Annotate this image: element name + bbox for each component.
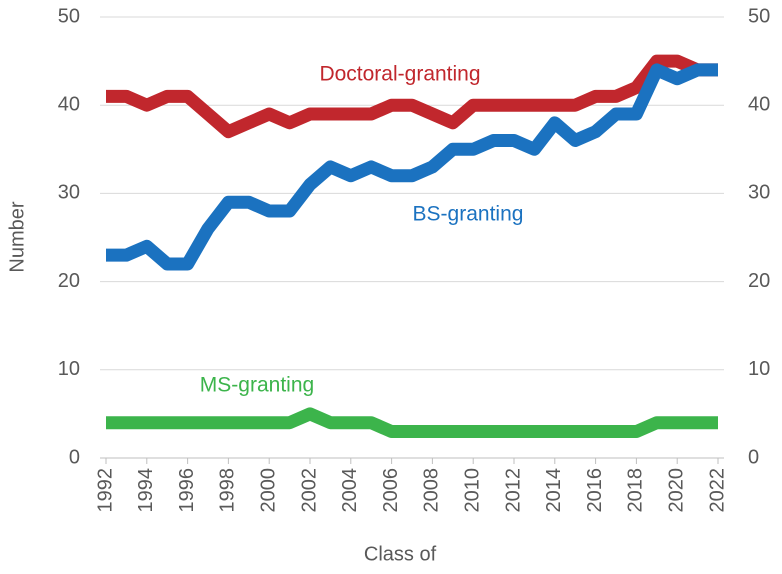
y2-tick-label: 0 (748, 446, 759, 468)
series-line (106, 63, 718, 271)
series-line (106, 54, 718, 139)
x-tick-label: 2004 (339, 468, 361, 513)
y2-tick-label: 10 (748, 358, 770, 380)
series-label: Doctoral-granting (319, 63, 480, 86)
series-label: BS-granting (413, 203, 524, 226)
y2-tick-label: 40 (748, 93, 770, 115)
y-tick-label: 20 (58, 270, 80, 292)
x-tick-label: 1998 (217, 468, 239, 513)
series-label: MS-granting (200, 374, 314, 397)
y-tick-label: 0 (69, 446, 80, 468)
x-tick-label: 1992 (94, 468, 116, 513)
x-tick-label: 2018 (625, 468, 647, 513)
x-tick-label: 2016 (584, 468, 606, 513)
x-tick-label: 2008 (421, 468, 443, 513)
x-tick-label: 2014 (543, 468, 565, 513)
y-tick-label: 10 (58, 358, 80, 380)
x-tick-label: 1994 (135, 468, 157, 513)
x-tick-label: 2000 (257, 468, 279, 513)
y2-tick-label: 30 (748, 182, 770, 204)
series-line (106, 407, 718, 439)
y-axis-label: Number (6, 201, 28, 272)
x-tick-label: 2022 (706, 468, 728, 513)
x-tick-label: 2012 (502, 468, 524, 513)
y2-tick-label: 50 (748, 5, 770, 27)
x-axis-label: Class of (364, 543, 437, 565)
y2-tick-label: 20 (748, 270, 770, 292)
y-tick-label: 30 (58, 182, 80, 204)
x-tick-label: 2006 (380, 468, 402, 513)
x-tick-label: 2002 (298, 468, 320, 513)
y-tick-label: 50 (58, 5, 80, 27)
y-tick-label: 40 (58, 93, 80, 115)
x-tick-label: 2010 (461, 468, 483, 513)
x-tick-label: 1996 (176, 468, 198, 513)
x-tick-label: 2020 (665, 468, 687, 513)
